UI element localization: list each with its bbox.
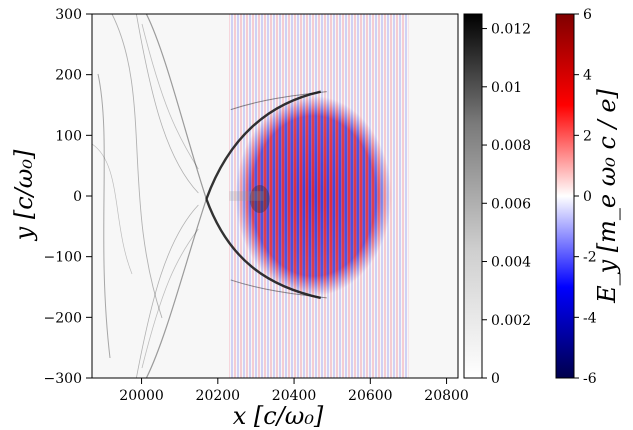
- density-filament: [230, 91, 327, 111]
- density-filament: [230, 279, 327, 299]
- density-trail: [229, 191, 264, 201]
- colorbar-body: [463, 13, 483, 379]
- colorbar-tick-label: 0.012: [491, 22, 531, 38]
- plasma-density-structures: [92, 14, 327, 378]
- density-filament: [145, 198, 207, 378]
- density-filament: [97, 73, 111, 359]
- colorbar-field-label: E_y [m_e ω₀ c / e]: [593, 88, 621, 303]
- x-tick-label: 20800: [424, 388, 469, 404]
- colorbar-field: -6 -4 -2 0 2 4 6: [555, 7, 597, 387]
- colorbar-tick-label: 4: [583, 68, 592, 84]
- y-axis-ticks: −300 −200 −100 0 100 200 300: [44, 7, 92, 387]
- colorbar-tick-label: 0: [583, 189, 592, 205]
- colorbar-tick-label: 2: [583, 128, 592, 144]
- x-axis-label: x [c/ω₀]: [233, 402, 324, 430]
- density-filament: [205, 198, 322, 300]
- x-tick-label: 20400: [272, 388, 317, 404]
- x-tick-label: 20600: [348, 388, 393, 404]
- colorbar-tick-label: 0.004: [491, 255, 531, 271]
- density-filament: [135, 14, 199, 194]
- density-filament: [141, 228, 199, 369]
- colorbar-tick-label: -6: [583, 371, 597, 387]
- density-filament: [111, 14, 163, 319]
- colorbar-tick-label: 0: [491, 371, 500, 387]
- density-filament: [92, 143, 133, 275]
- density-filament: [135, 204, 199, 378]
- y-tick-label: 0: [73, 189, 82, 205]
- colorbar-tick-label: 0.01: [491, 80, 522, 96]
- colorbar-tick-label: 0.002: [491, 313, 531, 329]
- y-tick-label: −300: [44, 371, 82, 387]
- colorbar-tick-label: -2: [583, 250, 597, 266]
- x-tick-label: 20000: [119, 388, 164, 404]
- y-axis-label: y [c/ω₀]: [10, 149, 38, 241]
- density-filament: [141, 23, 199, 170]
- density-filament: [145, 14, 207, 200]
- x-tick-label: 20200: [196, 388, 241, 404]
- x-axis-ticks: 20000 20200 20400 20600 20800: [119, 378, 469, 404]
- y-tick-label: −100: [44, 250, 82, 266]
- y-tick-label: 100: [55, 128, 82, 144]
- colorbar-tick-label: 0.008: [491, 138, 531, 154]
- density-filament: [205, 90, 322, 200]
- heatmap-image: [92, 14, 409, 378]
- colorbar-tick-label: 0.006: [491, 196, 531, 212]
- colorbar-tick-label: -4: [583, 310, 597, 326]
- y-tick-label: −200: [44, 310, 82, 326]
- colorbar-tick-label: 6: [583, 7, 592, 23]
- colorbar-body: [555, 13, 575, 379]
- y-tick-label: 200: [55, 68, 82, 84]
- density-clump: [249, 185, 270, 214]
- y-tick-label: 300: [55, 7, 82, 23]
- colorbar-density: 0 0.002 0.004 0.006 0.008 0.01 0.012: [463, 13, 531, 387]
